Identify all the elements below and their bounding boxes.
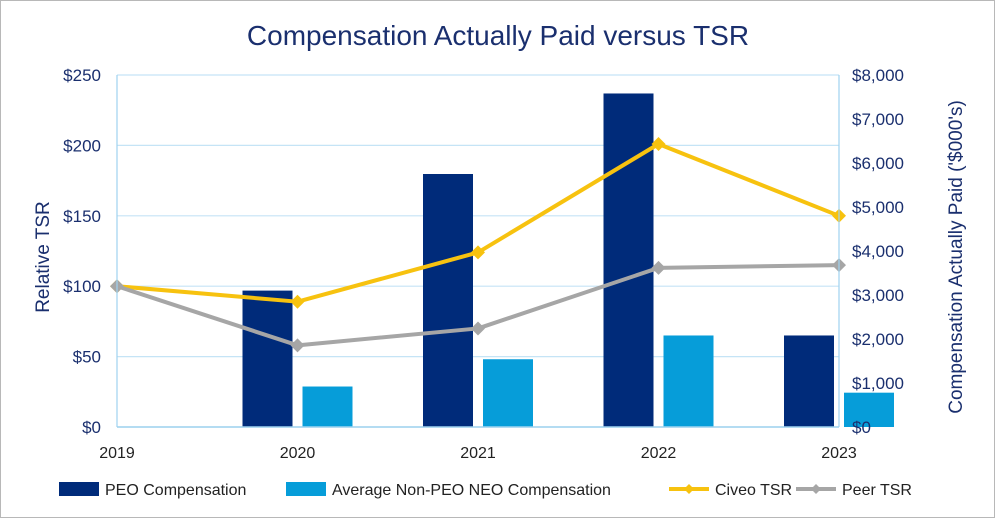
bar-average-non-peo-neo-compensation xyxy=(844,392,894,427)
right-tick-label: $2,000 xyxy=(852,330,904,349)
right-tick-label: $4,000 xyxy=(852,242,904,261)
point-civeo-tsr xyxy=(651,136,666,151)
bar-average-non-peo-neo-compensation xyxy=(663,335,714,427)
right-tick-label: $5,000 xyxy=(852,198,904,217)
x-tick-label: 2021 xyxy=(460,445,496,462)
legend-label-average-non-peo-neo-compensation: Average Non-PEO NEO Compensation xyxy=(332,482,611,499)
bar-series xyxy=(242,93,894,427)
point-peer-tsr xyxy=(290,338,305,353)
left-axis-label: Relative TSR xyxy=(33,201,54,313)
right-tick-label: $8,000 xyxy=(852,66,904,85)
x-tick-label: 2022 xyxy=(641,445,677,462)
right-tick-label: $1,000 xyxy=(852,374,904,393)
legend-marker-peer-tsr xyxy=(811,484,821,494)
left-tick-label: $0 xyxy=(82,418,101,437)
left-tick-label: $200 xyxy=(63,136,101,155)
bar-average-non-peo-neo-compensation xyxy=(302,386,353,427)
right-tick-label: $6,000 xyxy=(852,154,904,173)
axes: $0 $50 $100 $150 $200 $250 $0 $1,000 $2,000 $3,00… xyxy=(63,66,904,462)
left-tick-label: $150 xyxy=(63,207,101,226)
legend: PEO Compensation Average Non-PEO NEO Comp… xyxy=(59,482,912,499)
legend-swatch-average-non-peo-neo-compensation xyxy=(286,482,326,496)
point-peer-tsr xyxy=(651,260,666,275)
right-tick-label: $7,000 xyxy=(852,110,904,129)
point-peer-tsr xyxy=(471,321,485,336)
line-civeo-tsr xyxy=(116,141,840,304)
legend-label-peo-compensation: PEO Compensation xyxy=(105,482,246,499)
right-tick-label: $0 xyxy=(852,418,871,437)
line-series xyxy=(110,136,846,353)
left-tick-label: $250 xyxy=(63,66,101,85)
left-tick-label: $100 xyxy=(63,277,101,296)
legend-label-peer-tsr: Peer TSR xyxy=(842,482,912,499)
legend-swatch-peo-compensation xyxy=(59,482,99,496)
point-civeo-tsr xyxy=(290,294,305,309)
x-tick-label: 2023 xyxy=(821,445,857,462)
right-axis-label: Compensation Actually Paid ('$000's) xyxy=(946,100,967,414)
legend-marker-civeo-tsr xyxy=(684,484,694,494)
point-civeo-tsr xyxy=(471,245,485,260)
x-tick-label: 2020 xyxy=(280,445,316,462)
bar-average-non-peo-neo-compensation xyxy=(483,359,533,427)
left-tick-label: $50 xyxy=(73,348,101,367)
legend-label-civeo-tsr: Civeo TSR xyxy=(715,482,792,499)
right-tick-label: $3,000 xyxy=(852,286,904,305)
bar-peo-compensation xyxy=(603,93,654,427)
chart-title: Compensation Actually Paid versus TSR xyxy=(247,20,749,51)
bar-peo-compensation xyxy=(423,174,473,427)
bar-peo-compensation xyxy=(242,290,293,427)
x-tick-label: 2019 xyxy=(99,445,135,462)
bar-peo-compensation xyxy=(784,335,834,427)
